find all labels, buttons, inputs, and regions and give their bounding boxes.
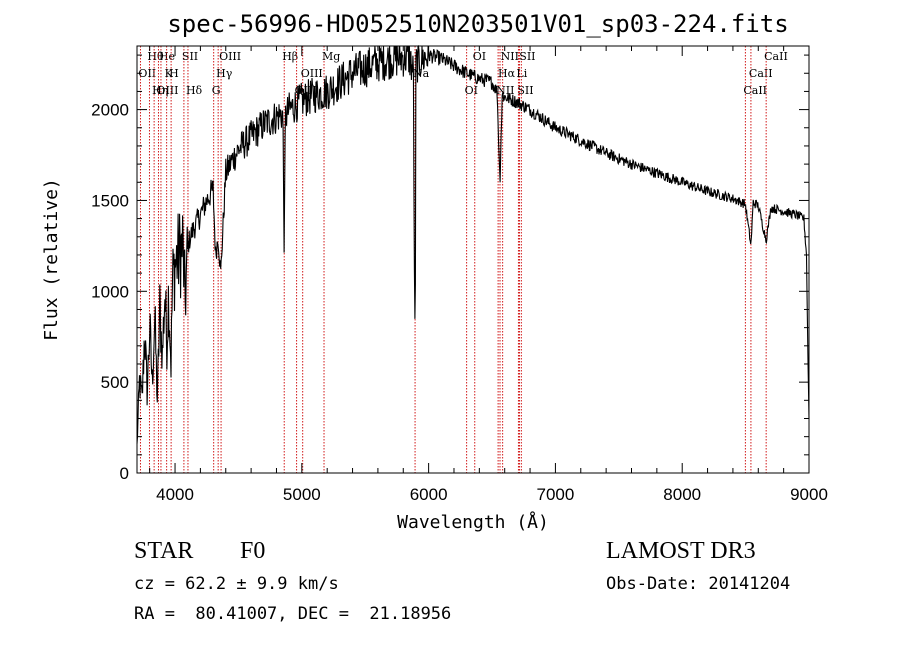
y-tick-label: 1500 (91, 191, 129, 210)
spectral-line-label: OIII (156, 84, 178, 97)
spectral-line-label: K (165, 67, 174, 80)
spectral-lines-layer: HθOIIOIIIHeKHηSIIHHδOIIIHγGHβOIIIOIIIMgN… (138, 46, 788, 473)
spectral-line-label: Hγ (216, 67, 233, 80)
y-tick-label: 2000 (91, 101, 129, 120)
y-tick-label: 1000 (91, 282, 129, 301)
y-axis-ticks: 0 500 1000 1500 2000 (91, 54, 809, 483)
flux-series-line (136, 44, 810, 444)
spectral-line-label: OIII (219, 50, 241, 63)
spectral-line-label: CaII (743, 84, 767, 97)
spectral-line-label: Hα (498, 67, 516, 80)
spectral-line-label: SII (519, 50, 535, 63)
spectral-line-label: SII (182, 50, 198, 63)
ra-dec-coordinates: RA = 80.41007, DEC = 21.18956 (134, 604, 452, 624)
spectral-line-label: CaII (749, 67, 773, 80)
x-tick-label: 4000 (156, 485, 194, 504)
spectral-line-label: Hδ (186, 84, 203, 97)
survey-name: LAMOST DR3 (606, 538, 756, 564)
object-class: STAR (134, 538, 194, 564)
x-tick-label: 6000 (410, 485, 448, 504)
x-tick-label: 7000 (537, 485, 575, 504)
chart-title: spec-56996-HD052510N203501V01_sp03-224.f… (167, 10, 788, 38)
spectral-line-label: OI (465, 84, 478, 97)
spectral-line-label: OI (473, 50, 486, 63)
spectral-line-label: Li (516, 67, 527, 80)
y-tick-label: 500 (101, 373, 129, 392)
object-subclass: F0 (240, 538, 266, 564)
spectral-line-label: CaII (764, 50, 788, 63)
x-axis-ticks: 4000 5000 6000 7000 8000 9000 (149, 46, 828, 504)
x-tick-label: 8000 (663, 485, 701, 504)
spectral-line-label: OII (138, 67, 156, 80)
spectral-line-label: Hθ (147, 50, 164, 63)
x-tick-label: 9000 (790, 485, 828, 504)
spectral-line-label: G (212, 84, 221, 97)
spectral-line-label: Mg (322, 50, 340, 63)
plot-frame (136, 45, 810, 474)
x-tick-label: 5000 (283, 485, 321, 504)
spectral-line-label: H (169, 67, 179, 80)
spectral-line-label: NII (496, 84, 514, 97)
x-axis-label: Wavelength (Å) (397, 511, 549, 533)
obs-date: Obs-Date: 20141204 (606, 574, 791, 594)
spectral-line-label: Hη (152, 84, 168, 97)
spectral-line-label: NII (501, 50, 519, 63)
spectral-line-label: Hβ (282, 50, 298, 63)
spectral-line-label: OIII (301, 67, 323, 80)
redshift-cz: cz = 62.2 ± 9.9 km/s (134, 574, 339, 594)
y-tick-label: 0 (120, 464, 129, 483)
spectral-line-label: SII (517, 84, 533, 97)
y-axis-label: Flux (relative) (41, 178, 62, 341)
